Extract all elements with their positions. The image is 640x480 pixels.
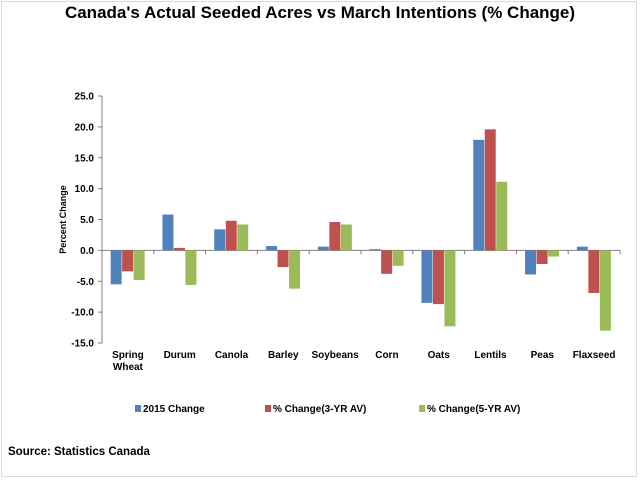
bar--change-3-yr-av- <box>381 250 393 274</box>
bar-2015-change <box>576 246 588 251</box>
bar-2015-change <box>266 246 278 251</box>
bar-2015-change <box>525 250 537 275</box>
x-category-label: Corn <box>375 350 398 361</box>
y-tick-label: 0.0 <box>80 246 94 257</box>
y-tick-label: 5.0 <box>80 215 94 226</box>
legend-label: % Change(5-YR AV) <box>427 404 520 415</box>
bar-2015-change <box>473 139 485 251</box>
legend-swatch <box>135 405 141 412</box>
y-tick-label: 20.0 <box>75 122 95 133</box>
x-category-label: Spring <box>112 350 144 361</box>
y-tick-label: 15.0 <box>75 153 95 164</box>
bar-2015-change <box>214 229 226 251</box>
source-note: Source: Statistics Canada <box>8 446 150 458</box>
bar--change-5-yr-av- <box>133 250 145 281</box>
bar-2015-change <box>110 250 122 285</box>
bar--change-3-yr-av- <box>225 220 237 251</box>
bar--change-5-yr-av- <box>496 181 508 251</box>
legend-label: % Change(3-YR AV) <box>273 404 366 415</box>
chart-title: Canada's Actual Seeded Acres vs March In… <box>64 3 576 22</box>
y-tick-label: 25.0 <box>75 92 95 103</box>
y-tick-label: -10.0 <box>71 308 94 319</box>
bar--change-3-yr-av- <box>536 250 548 264</box>
bar--change-5-yr-av- <box>599 250 611 331</box>
y-axis-title: Percent Change <box>58 185 68 254</box>
bar--change-5-yr-av- <box>237 224 249 251</box>
x-category-label: Durum <box>164 350 196 361</box>
x-category-label: Peas <box>531 350 555 361</box>
bar--change-5-yr-av- <box>289 250 301 289</box>
x-category-label: Flaxseed <box>573 350 616 361</box>
bar--change-3-yr-av- <box>122 250 134 272</box>
x-category-label: Lentils <box>474 350 507 361</box>
y-tick-label: -5.0 <box>77 277 95 288</box>
bar-2015-change <box>369 249 381 251</box>
x-category-label: Wheat <box>113 362 144 373</box>
legend-swatch <box>419 405 425 412</box>
bar--change-3-yr-av- <box>173 247 185 251</box>
bar--change-5-yr-av- <box>444 250 456 327</box>
bar--change-3-yr-av- <box>277 250 289 268</box>
y-tick-label: 10.0 <box>75 184 95 195</box>
bar--change-3-yr-av- <box>588 250 600 293</box>
bar-2015-change <box>317 246 329 251</box>
x-category-label: Soybeans <box>311 350 359 361</box>
bar--change-3-yr-av- <box>432 250 444 305</box>
y-tick-label: -15.0 <box>71 339 94 350</box>
bar--change-5-yr-av- <box>185 250 197 285</box>
x-category-label: Canola <box>215 350 249 361</box>
legend-label: 2015 Change <box>143 404 205 415</box>
plot-area: 25.0 20.0 15.0 10.0 5.0 0.0 -5.0 -10.0 -15.0 Perc… <box>58 92 621 415</box>
bar-2015-change <box>162 214 174 251</box>
bar--change-3-yr-av- <box>484 129 496 251</box>
bar--change-5-yr-av- <box>548 250 560 257</box>
legend-swatch <box>265 405 271 412</box>
bar--change-3-yr-av- <box>329 221 341 251</box>
bar-2015-change <box>421 250 433 303</box>
x-category-label: Barley <box>268 350 299 361</box>
bar--change-5-yr-av- <box>340 224 352 251</box>
bar--change-5-yr-av- <box>392 250 404 266</box>
x-category-label: Oats <box>428 350 451 361</box>
